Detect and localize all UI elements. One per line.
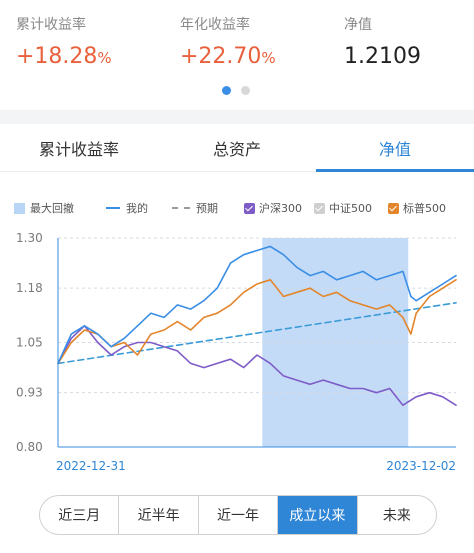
legend-forecast: 预期 (172, 200, 218, 216)
page-indicator (222, 86, 250, 95)
legend-hs300-label: 沪深300 (259, 202, 302, 215)
forecast-swatch (172, 207, 190, 209)
y-tick-label: 1.30 (16, 231, 43, 245)
legend-drawdown: 最大回撤 (14, 200, 74, 216)
legend-zz500-label: 中证500 (329, 202, 372, 215)
mine-swatch (106, 207, 120, 209)
chart-legend: 最大回撤 我的 预期 沪深300 中证500 标普500 (14, 200, 474, 218)
tab-nav[interactable]: 净值 (316, 124, 474, 172)
section-divider (0, 110, 474, 124)
annualized-return-label: 年化收益率 (180, 17, 250, 33)
period-3-months[interactable]: 近三月 (40, 496, 120, 534)
y-tick-label: 0.80 (16, 440, 43, 454)
nav-label: 净值 (344, 17, 372, 33)
cumulative-return-stat: 累计收益率 +18.28% (16, 14, 112, 69)
y-tick-label: 0.93 (16, 386, 43, 400)
period-future[interactable]: 未来 (382, 508, 411, 524)
nav-chart: 1.30 1.18 1.05 0.93 0.80 2022-12-31 2023-12-… (16, 231, 457, 473)
period-6-months[interactable]: 近半年 (119, 496, 199, 534)
x-start-label: 2022-12-31 (56, 459, 126, 473)
series-line-sp500 (57, 278, 457, 365)
sp500-checkbox[interactable] (388, 202, 399, 214)
page-dot-1[interactable] (222, 86, 231, 95)
period-selector: 近三月 近半年 近一年 成立以来 未来 (39, 495, 437, 535)
period-since-inception[interactable]: 成立以来 (278, 496, 358, 534)
x-end-label: 2023-12-02 (386, 459, 456, 473)
tab-total-assets[interactable]: 总资产 (212, 139, 261, 159)
legend-hs300[interactable]: 沪深300 (244, 200, 302, 216)
nav-value: 1.2109 (344, 44, 421, 69)
annualized-return-stat: 年化收益率 +22.70% (180, 14, 276, 69)
legend-mine-label: 我的 (126, 202, 148, 215)
y-tick-label: 1.05 (16, 336, 43, 350)
series-line-mine (57, 245, 457, 365)
tab-cumulative-return[interactable]: 累计收益率 (38, 139, 119, 159)
cumulative-return-label: 累计收益率 (16, 17, 86, 33)
series-line-hs300 (57, 325, 457, 406)
legend-zz500[interactable]: 中证500 (314, 200, 372, 216)
legend-sp500-label: 标普500 (403, 202, 446, 215)
period-1-year[interactable]: 近一年 (199, 496, 279, 534)
y-tick-label: 1.18 (16, 281, 43, 295)
legend-mine: 我的 (106, 200, 148, 216)
page-dot-2[interactable] (241, 86, 250, 95)
hs300-checkbox[interactable] (244, 202, 255, 214)
legend-forecast-label: 预期 (196, 202, 218, 215)
nav-stat: 净值 1.2109 (344, 14, 421, 69)
zz500-checkbox[interactable] (314, 202, 325, 214)
drawdown-swatch (14, 202, 25, 214)
legend-sp500[interactable]: 标普500 (388, 200, 446, 216)
stats-panel: 累计收益率 +18.28% 年化收益率 +22.70% 净值 1.2109 (0, 0, 474, 110)
annualized-return-value: +22.70% (180, 44, 276, 69)
legend-drawdown-label: 最大回撤 (30, 202, 74, 215)
series-line-forecast (57, 302, 457, 365)
metric-tabs: 累计收益率 总资产 净值 (0, 124, 474, 172)
cumulative-return-value: +18.28% (16, 44, 112, 69)
